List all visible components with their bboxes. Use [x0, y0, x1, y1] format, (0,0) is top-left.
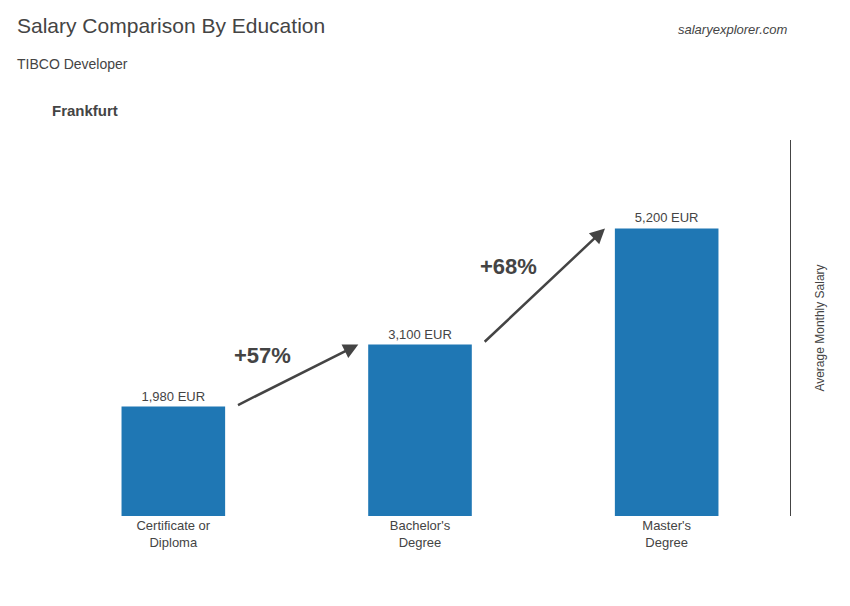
- svg-text:5,200 EUR: 5,200 EUR: [635, 210, 699, 225]
- svg-text:Master'sDegree: Master'sDegree: [642, 518, 691, 550]
- svg-text:Bachelor'sDegree: Bachelor'sDegree: [390, 518, 451, 550]
- svg-text:TIBCO Developer: TIBCO Developer: [17, 56, 128, 72]
- svg-text:1,980 EUR: 1,980 EUR: [142, 389, 206, 404]
- svg-text:Salary Comparison By Education: Salary Comparison By Education: [17, 14, 325, 37]
- svg-text:Certificate orDiploma: Certificate orDiploma: [136, 518, 210, 550]
- svg-text:Average Monthly Salary: Average Monthly Salary: [813, 264, 827, 391]
- svg-text:salaryexplorer.com: salaryexplorer.com: [678, 22, 788, 37]
- svg-text:+57%: +57%: [234, 343, 291, 368]
- svg-text:+68%: +68%: [480, 254, 537, 279]
- svg-text:3,100 EUR: 3,100 EUR: [388, 327, 452, 342]
- svg-text:Frankfurt: Frankfurt: [52, 102, 118, 119]
